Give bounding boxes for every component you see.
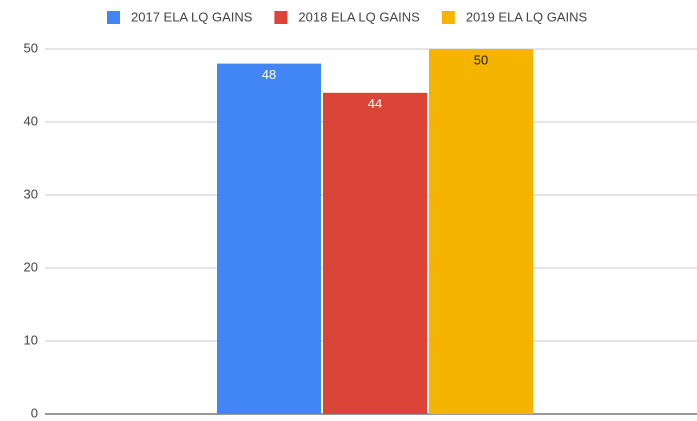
y-tick-label: 10 xyxy=(24,332,38,347)
data-label: 48 xyxy=(262,67,276,82)
data-label: 50 xyxy=(474,52,488,67)
legend-label: 2018 ELA LQ GAINS xyxy=(298,9,420,24)
bar xyxy=(429,49,533,414)
legend-swatch xyxy=(107,11,120,24)
bar xyxy=(217,63,321,414)
y-tick-label: 50 xyxy=(24,40,38,55)
y-tick-label: 40 xyxy=(24,113,38,128)
y-tick-label: 20 xyxy=(24,259,38,274)
legend-swatch xyxy=(441,11,455,24)
y-tick-label: 30 xyxy=(24,186,38,201)
legend-label: 2019 ELA LQ GAINS xyxy=(466,9,588,24)
bar xyxy=(323,92,427,415)
legend-label: 2017 ELA LQ GAINS xyxy=(131,9,253,24)
legend-swatch xyxy=(274,11,288,24)
y-tick-label: 0 xyxy=(31,405,38,420)
data-label: 44 xyxy=(368,96,382,111)
